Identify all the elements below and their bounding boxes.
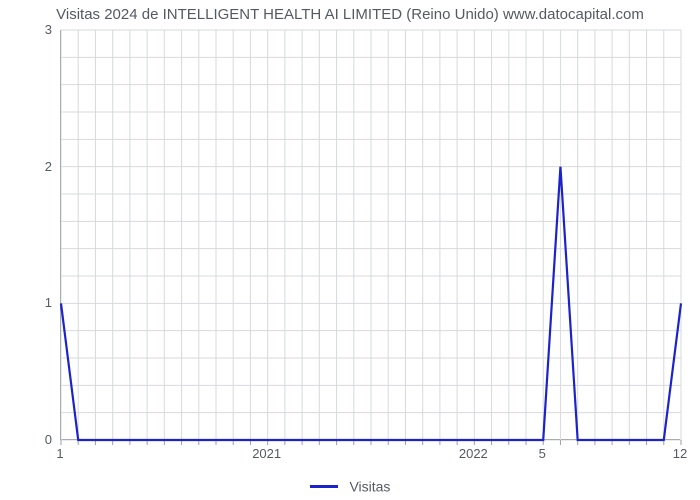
x-tick-label: 12 <box>660 446 700 461</box>
x-tick-label: 5 <box>522 446 562 461</box>
x-tick-label: 1 <box>40 446 80 461</box>
y-tick-label: 0 <box>12 432 52 447</box>
gridlines <box>61 30 681 440</box>
y-tick-label: 3 <box>12 22 52 37</box>
plot-area <box>60 30 680 440</box>
x-tick-label: 2021 <box>247 446 287 461</box>
y-tick-label: 2 <box>12 159 52 174</box>
chart-svg <box>61 30 681 440</box>
x-tick-label: 2022 <box>453 446 493 461</box>
chart-container: Visitas 2024 de INTELLIGENT HEALTH AI LI… <box>0 0 700 500</box>
legend: Visitas <box>0 477 700 494</box>
legend-swatch <box>310 485 338 488</box>
legend-label: Visitas <box>349 478 390 494</box>
chart-title: Visitas 2024 de INTELLIGENT HEALTH AI LI… <box>0 6 700 23</box>
y-tick-label: 1 <box>12 295 52 310</box>
